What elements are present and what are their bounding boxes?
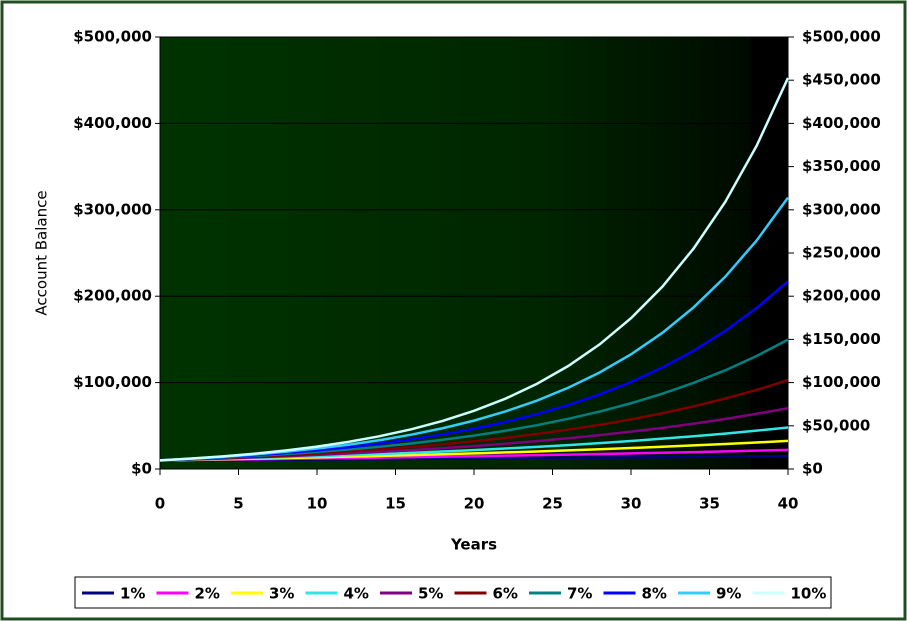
- series-line: [159, 77, 790, 462]
- y2-tick-label: $450,000: [802, 71, 881, 89]
- y2-tick-label: $200,000: [802, 287, 881, 305]
- y-tick-label: $500,000: [73, 28, 152, 46]
- legend-label: 3%: [269, 585, 294, 603]
- plot-area: [160, 37, 788, 469]
- x-tick-label: 35: [699, 495, 720, 513]
- x-tick-label: 20: [464, 495, 485, 513]
- x-tick-label: 0: [155, 495, 165, 513]
- legend-label: 2%: [195, 585, 220, 603]
- x-tick-label: 30: [621, 495, 642, 513]
- y2-tick-label: $300,000: [802, 200, 881, 218]
- y2-tick-label: $350,000: [802, 157, 881, 175]
- x-tick-label: 40: [778, 495, 799, 513]
- y-tick-label: $200,000: [73, 287, 152, 305]
- y2-tick-label: $250,000: [802, 244, 881, 262]
- legend-label: 5%: [418, 585, 443, 603]
- x-tick-label: 15: [385, 495, 406, 513]
- y-tick-label: $400,000: [73, 114, 152, 132]
- x-tick-label: 5: [233, 495, 243, 513]
- y2-tick-label: $400,000: [802, 114, 881, 132]
- legend-label: 7%: [567, 585, 592, 603]
- legend-label: 1%: [120, 585, 145, 603]
- legend-label: 9%: [716, 585, 741, 603]
- x-axis-title: Years: [450, 536, 497, 554]
- legend-label: 6%: [493, 585, 518, 603]
- y2-tick-label: $500,000: [802, 28, 881, 46]
- legend-label: 4%: [344, 585, 369, 603]
- y2-tick-label: $100,000: [802, 373, 881, 391]
- x-tick-label: 10: [307, 495, 328, 513]
- y2-tick-label: $0: [802, 460, 823, 478]
- y-tick-label: $0: [131, 460, 152, 478]
- legend-label: 10%: [791, 585, 827, 603]
- y2-tick-label: $150,000: [802, 330, 881, 348]
- y-tick-label: $300,000: [73, 200, 152, 218]
- y-tick-label: $100,000: [73, 373, 152, 391]
- y-axis-title: Account Balance: [33, 190, 51, 315]
- x-tick-label: 25: [542, 495, 563, 513]
- legend-label: 8%: [642, 585, 667, 603]
- y2-tick-label: $50,000: [802, 416, 870, 434]
